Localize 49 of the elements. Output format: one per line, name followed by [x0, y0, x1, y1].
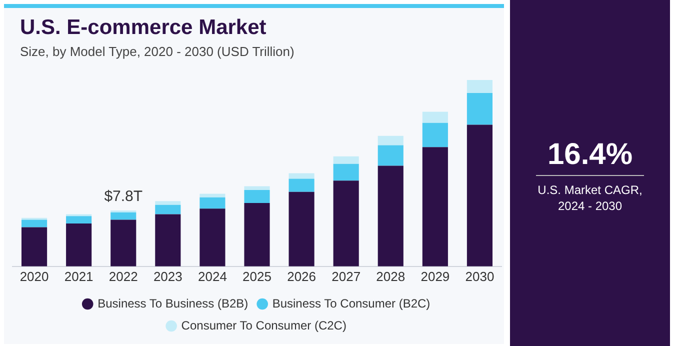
bar: [466, 80, 493, 94]
x-tick-label: 2021: [64, 268, 94, 284]
x-tick-label: 2027: [332, 268, 361, 284]
bar: [200, 194, 226, 198]
legend-label: Business To Business (B2B): [98, 296, 248, 310]
bar: [466, 124, 493, 266]
x-tick-label: 2024: [198, 268, 227, 284]
bar: [110, 220, 136, 266]
bar: [244, 203, 270, 266]
annotation: $7.8T: [104, 188, 143, 206]
legend-label: Consumer To Consumer (C2C): [181, 318, 346, 332]
bar: [378, 166, 404, 266]
text: U.S. Market CAGR, 2024 - 2030: [536, 182, 644, 214]
bar: [288, 173, 314, 179]
bar: [378, 145, 404, 166]
bar: [288, 192, 314, 266]
x-tick-label: 2028: [376, 268, 406, 284]
chart-subtitle: Size, by Model Type, 2020 - 2030 (USD Trillion): [20, 44, 294, 59]
bar: [422, 122, 448, 148]
x-tick-label: 2029: [420, 268, 450, 284]
bar: [378, 136, 404, 146]
bar: [66, 216, 92, 224]
bar: [333, 180, 359, 266]
bar: [66, 224, 92, 266]
bar: [155, 201, 181, 205]
x-tick-label: 2026: [287, 268, 316, 284]
bar: [155, 214, 181, 266]
x-tick-label: 2030: [465, 268, 494, 284]
x-tick-label: 2022: [108, 268, 138, 284]
bar: [110, 212, 136, 220]
bar: [333, 164, 359, 181]
x-tick-label: 2025: [242, 268, 272, 284]
bar: [422, 147, 448, 266]
bar: [21, 220, 48, 228]
bar: [244, 186, 270, 190]
chart-title: U.S. E-commerce Market: [20, 16, 266, 40]
x-tick-label: 2023: [153, 268, 182, 284]
legend-label: Business To Consumer (B2C): [272, 296, 430, 310]
bar: [288, 178, 314, 192]
bar: [200, 197, 226, 209]
bar: [333, 156, 359, 164]
bar: [155, 204, 181, 214]
bar: [21, 227, 48, 266]
bar: [200, 208, 226, 266]
text: 16.4%: [536, 138, 644, 176]
bar: [422, 112, 448, 123]
bar: [244, 190, 270, 204]
bar: [466, 93, 493, 125]
x-tick-label: 2020: [20, 268, 49, 284]
